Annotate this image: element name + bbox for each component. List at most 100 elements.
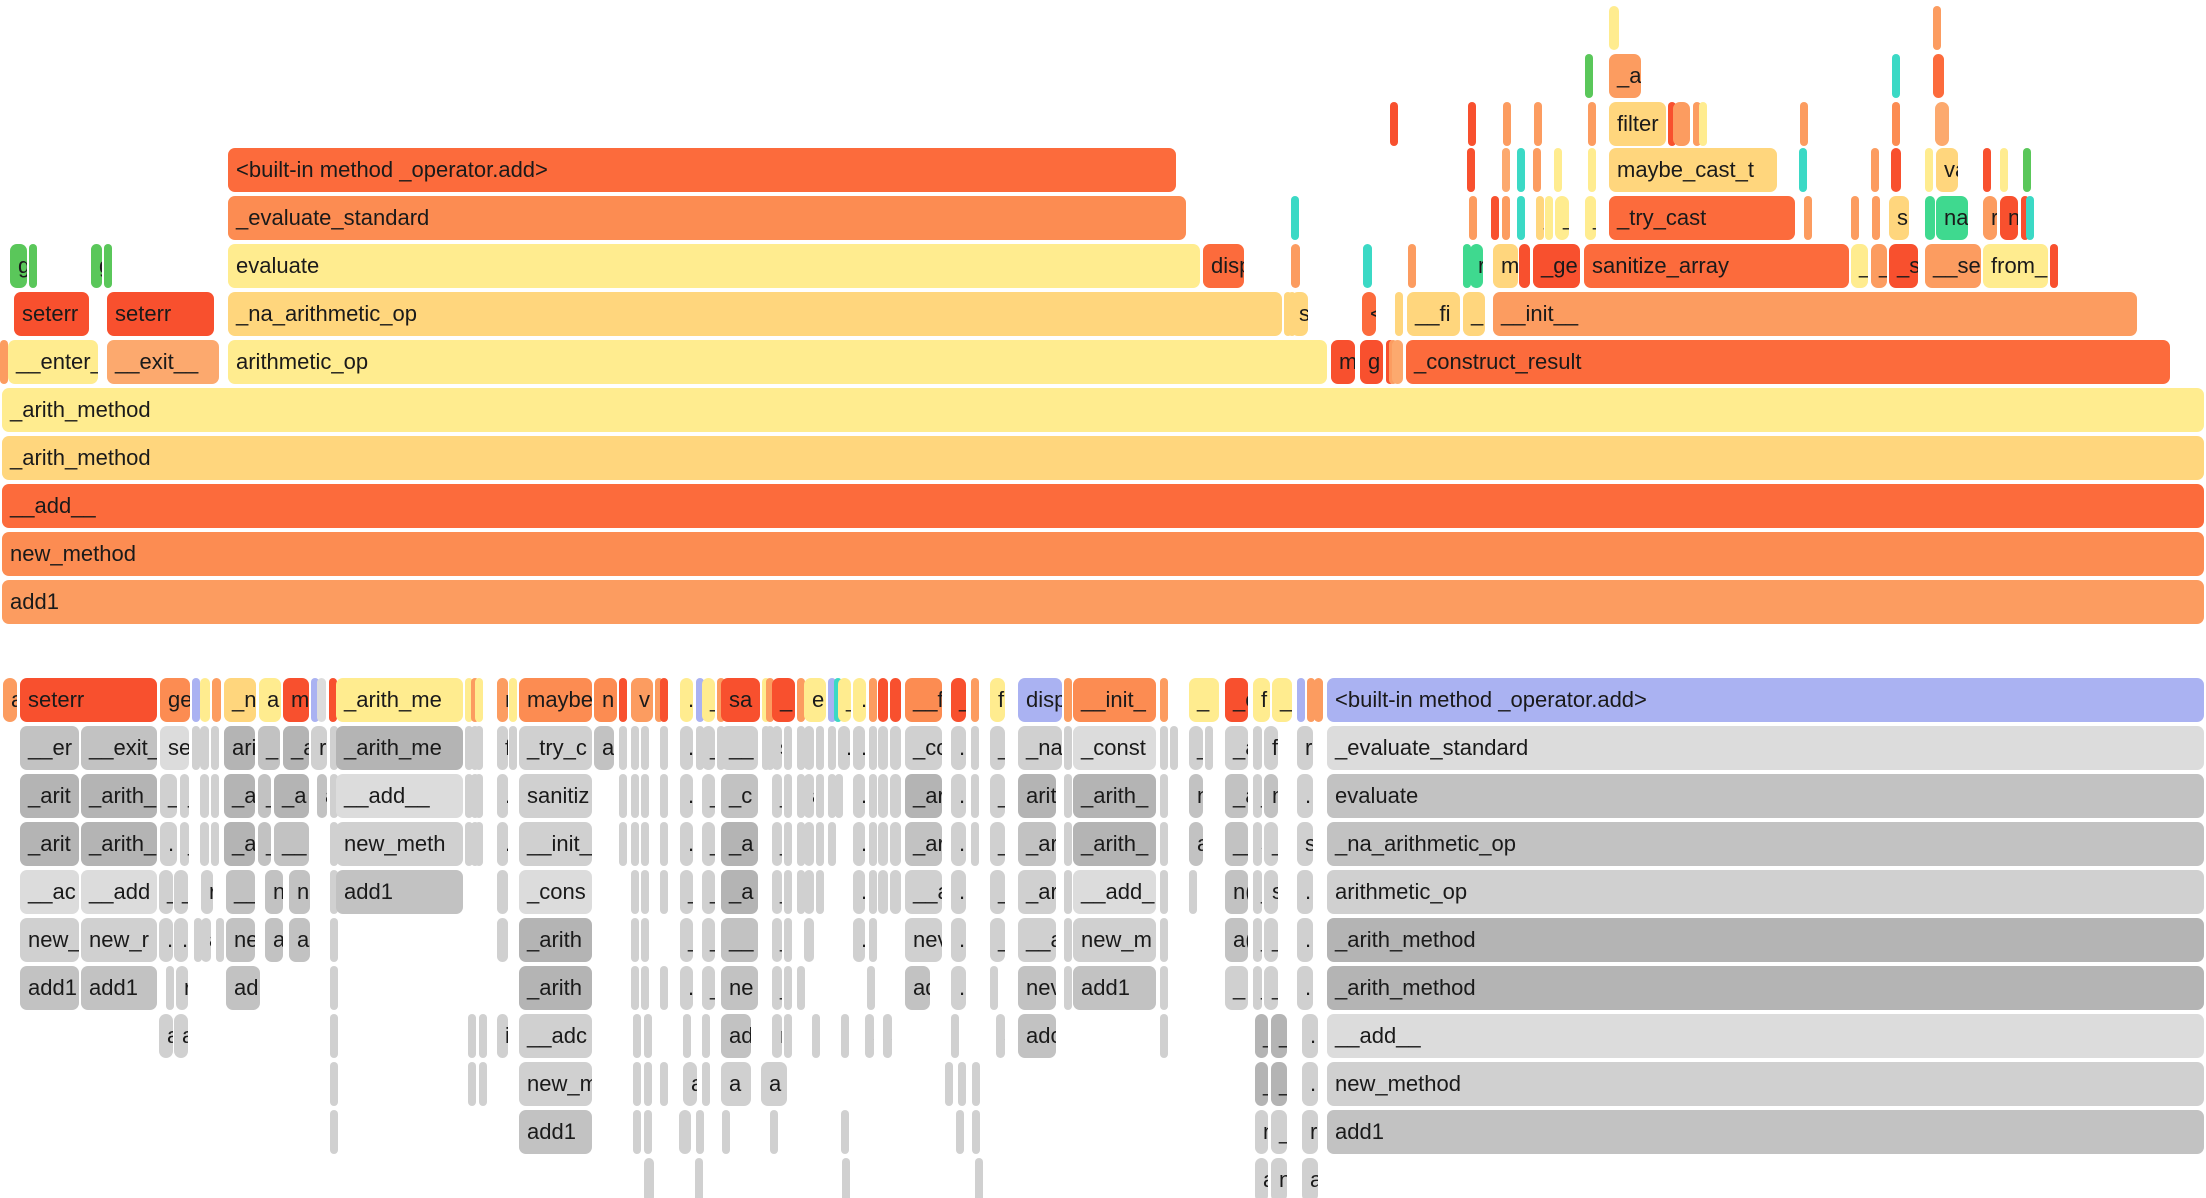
frame-box[interactable] <box>619 774 627 818</box>
frame-box[interactable] <box>784 1014 792 1058</box>
frame-box[interactable]: a <box>1302 1158 1318 1198</box>
frame-box[interactable]: a <box>159 1014 173 1058</box>
frame-box[interactable]: . <box>1302 1062 1318 1106</box>
frame-box[interactable]: _a <box>283 726 309 770</box>
frame-box[interactable]: _ <box>702 870 715 914</box>
frame-box[interactable] <box>869 726 877 770</box>
frame-box[interactable]: . <box>200 822 209 866</box>
frame-box[interactable] <box>951 1014 959 1058</box>
frame-box[interactable] <box>0 340 8 384</box>
frame-box[interactable]: __adc <box>519 1014 592 1058</box>
frame-box[interactable]: _ar <box>905 774 942 818</box>
frame-box[interactable]: _ge <box>1533 244 1580 288</box>
frame-box[interactable] <box>509 726 517 770</box>
frame-box[interactable] <box>869 678 877 722</box>
frame-box[interactable]: _ <box>160 774 177 818</box>
frame-box[interactable] <box>702 1062 710 1106</box>
frame-box[interactable] <box>1502 148 1510 192</box>
frame-box[interactable]: e <box>804 678 826 722</box>
frame-box[interactable]: arithmetic_op <box>228 340 1327 384</box>
frame-box[interactable] <box>330 726 338 770</box>
frame-box[interactable] <box>1804 196 1812 240</box>
frame-box[interactable]: _na_arithmetic_op <box>1327 822 2204 866</box>
frame-box[interactable]: _ <box>702 726 715 770</box>
frame-box[interactable]: a <box>1064 966 1072 1010</box>
frame-box[interactable] <box>1673 102 1690 146</box>
frame-box[interactable] <box>1503 102 1511 146</box>
frame-box[interactable]: n <box>594 678 617 722</box>
frame-box[interactable]: i <box>971 678 979 722</box>
frame-box[interactable]: r <box>867 966 875 1010</box>
frame-box[interactable] <box>869 870 877 914</box>
frame-box[interactable] <box>784 918 792 962</box>
frame-box[interactable] <box>1851 196 1859 240</box>
frame-box[interactable]: _ <box>702 966 715 1010</box>
frame-box[interactable] <box>797 870 805 914</box>
frame-box[interactable]: _ <box>772 966 782 1010</box>
frame-box[interactable]: m <box>1493 244 1518 288</box>
frame-box[interactable] <box>619 678 627 722</box>
frame-box[interactable]: . <box>853 726 865 770</box>
frame-box[interactable]: fi <box>1264 726 1278 770</box>
frame-box[interactable]: ad <box>226 966 260 1010</box>
frame-box[interactable]: _ <box>702 918 715 962</box>
frame-box[interactable]: ne <box>721 966 758 1010</box>
frame-box[interactable] <box>1463 244 1471 288</box>
frame-box[interactable] <box>475 774 483 818</box>
frame-box[interactable] <box>1925 196 1935 240</box>
frame-box[interactable]: _arit <box>20 774 79 818</box>
frame-box[interactable] <box>766 726 774 770</box>
frame-box[interactable]: filter <box>1609 102 1666 146</box>
frame-box[interactable]: . <box>951 822 966 866</box>
frame-box[interactable]: n <box>265 870 283 914</box>
frame-box[interactable]: . <box>853 678 866 722</box>
frame-box[interactable] <box>631 774 639 818</box>
frame-box[interactable]: . <box>1297 918 1313 962</box>
frame-box[interactable] <box>784 870 792 914</box>
frame-box[interactable] <box>641 774 649 818</box>
frame-box[interactable] <box>797 966 805 1010</box>
frame-box[interactable]: add1 <box>1327 1110 2204 1154</box>
frame-box[interactable]: _ <box>1871 244 1887 288</box>
frame-box[interactable] <box>329 678 337 722</box>
frame-box[interactable]: ge <box>160 678 190 722</box>
frame-box[interactable]: . <box>497 774 508 818</box>
frame-box[interactable] <box>797 678 805 722</box>
frame-box[interactable]: _a <box>721 870 758 914</box>
frame-box[interactable] <box>633 1014 641 1058</box>
frame-box[interactable]: r <box>201 870 213 914</box>
frame-box[interactable]: _ <box>1272 678 1292 722</box>
frame-box[interactable]: a <box>721 1062 751 1106</box>
frame-box[interactable]: _c <box>1225 678 1248 722</box>
frame-box[interactable] <box>619 822 627 866</box>
frame-box[interactable]: _co <box>905 726 942 770</box>
frame-box[interactable]: __ <box>226 870 255 914</box>
frame-box[interactable] <box>660 822 668 866</box>
frame-box[interactable]: _arith_ <box>1073 774 1156 818</box>
frame-box[interactable]: nev <box>905 918 942 962</box>
frame-box[interactable]: . <box>804 870 814 914</box>
frame-box[interactable]: _c <box>721 774 758 818</box>
frame-box[interactable] <box>816 822 824 866</box>
frame-box[interactable] <box>330 918 338 962</box>
frame-box[interactable] <box>330 774 338 818</box>
frame-box[interactable] <box>1588 102 1596 146</box>
frame-box[interactable]: < <box>835 774 843 818</box>
frame-box[interactable] <box>1872 196 1880 240</box>
frame-box[interactable]: . <box>1160 966 1168 1010</box>
frame-box[interactable]: _const <box>1073 726 1156 770</box>
frame-box[interactable]: _ <box>702 678 715 722</box>
frame-box[interactable] <box>971 726 979 770</box>
frame-box[interactable] <box>842 1158 850 1198</box>
frame-box[interactable]: a( <box>1225 918 1248 962</box>
frame-box[interactable] <box>631 822 639 866</box>
frame-box[interactable] <box>660 870 668 914</box>
frame-box[interactable]: _a <box>721 822 758 866</box>
frame-box[interactable] <box>641 966 649 1010</box>
frame-box[interactable]: _ <box>1585 196 1596 240</box>
frame-box[interactable]: _ <box>1225 966 1248 1010</box>
frame-box[interactable] <box>1554 148 1562 192</box>
frame-box[interactable] <box>644 1158 654 1198</box>
frame-box[interactable] <box>766 678 774 722</box>
frame-box[interactable] <box>631 918 639 962</box>
